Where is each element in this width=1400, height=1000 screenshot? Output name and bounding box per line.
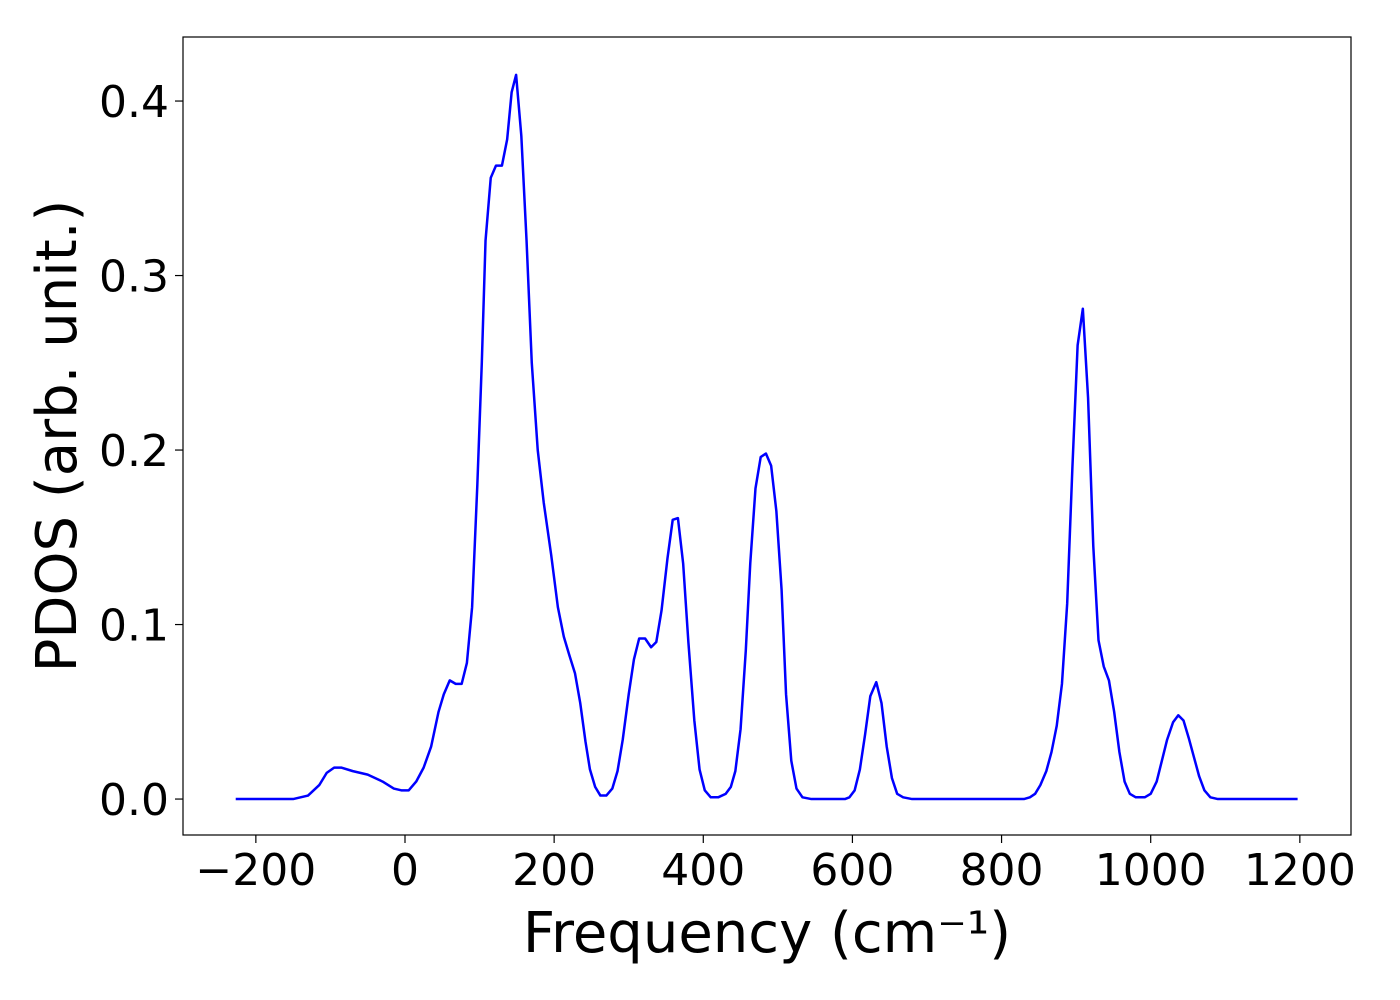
y-axis-label: PDOS (arb. unit.) — [25, 200, 90, 673]
y-tick-label: 0.3 — [99, 252, 169, 303]
x-tick-label: 600 — [810, 845, 894, 896]
x-tick-label: 400 — [661, 845, 745, 896]
axes-frame — [182, 36, 1352, 836]
x-tick-label: 800 — [960, 845, 1044, 896]
y-tick-label: 0.2 — [99, 426, 169, 477]
y-tick-label: 0.0 — [99, 775, 169, 826]
x-tick-label: 200 — [512, 845, 596, 896]
pdos-line — [235, 73, 1298, 801]
y-tick-label: 0.4 — [99, 77, 169, 128]
x-axis-label: Frequency (cm⁻¹) — [523, 901, 1011, 966]
y-tick-label: 0.1 — [99, 601, 169, 652]
x-tick-label: 1200 — [1244, 845, 1356, 896]
x-tick-label: 0 — [391, 845, 419, 896]
x-tick-label: −200 — [195, 845, 316, 896]
x-tick-label: 1000 — [1095, 845, 1207, 896]
